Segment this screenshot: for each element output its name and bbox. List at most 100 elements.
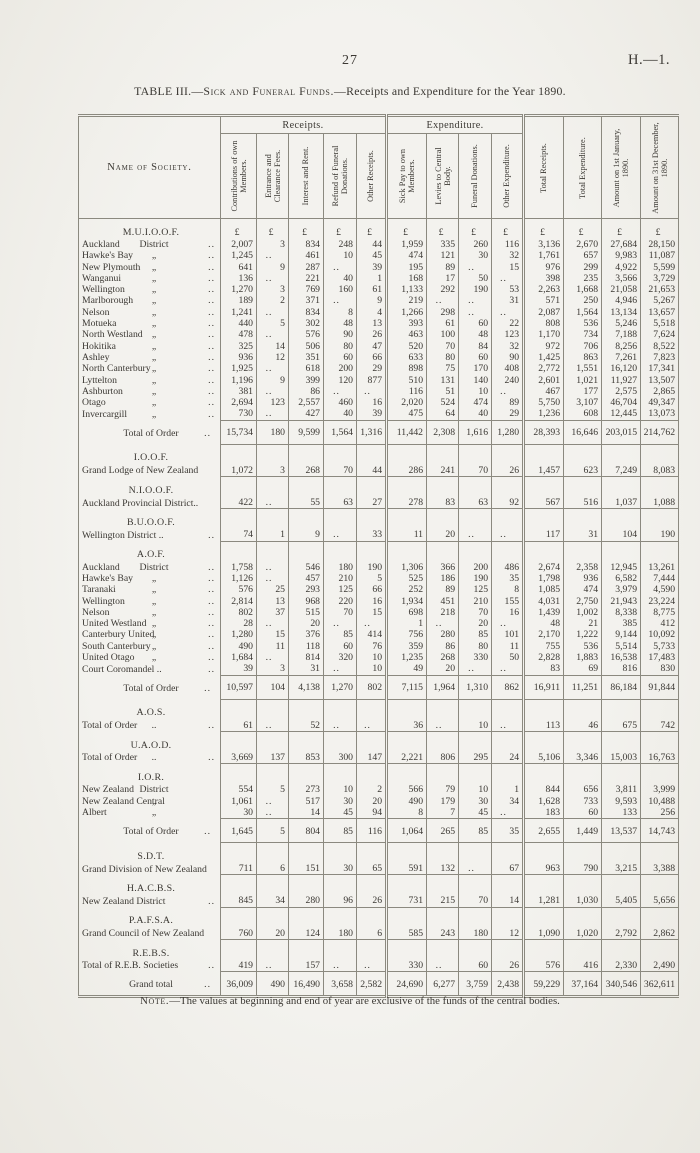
value-cell: 89 <box>491 397 524 409</box>
value-cell: 1,551 <box>563 363 602 375</box>
value-cell: 6 <box>355 927 387 940</box>
value-cell: 17 <box>426 272 459 285</box>
currency-cell <box>563 444 602 465</box>
value-cell: 60 <box>323 351 357 364</box>
society-name: Grand Division of New Zealand <box>82 863 207 875</box>
value-cell: 24 <box>491 751 524 765</box>
society-name: United Otago <box>82 652 135 664</box>
value-cell: 3,566 <box>601 272 641 285</box>
currency-cell <box>426 508 459 530</box>
value-cell: 84 <box>458 340 492 352</box>
currency-cell <box>426 541 459 562</box>
value-cell: 451 <box>426 595 459 607</box>
value-cell: 210 <box>458 595 492 607</box>
currency-cell <box>426 444 459 465</box>
society-district: „ <box>151 595 157 607</box>
leader-dots: .. <box>208 720 215 732</box>
value-cell: 5 <box>256 784 289 796</box>
currency-cell <box>458 939 492 960</box>
value-cell: 92 <box>491 497 524 510</box>
value-cell: 218 <box>426 606 459 619</box>
value-cell: 155 <box>491 595 524 607</box>
value-cell: 576 <box>220 584 257 596</box>
value-cell: 1,280 <box>491 419 524 445</box>
currency-cell <box>491 699 524 720</box>
amount-january-label: Amount on 1st January, 1890. <box>611 128 631 207</box>
currency-cell <box>640 939 679 960</box>
value-cell: 3 <box>256 284 289 296</box>
currency-cell: £ <box>385 218 427 239</box>
society-district: District <box>139 239 169 250</box>
society-name: Invercargill <box>82 408 128 420</box>
value-cell: 10 <box>323 784 357 796</box>
table-row: Grand Council of New Zealand 760 20 124 180 6… <box>79 927 679 940</box>
value-cell: 210 <box>323 572 357 585</box>
section-label: A.O.S. <box>136 707 166 719</box>
section-header-row: B.U.O.O.F. <box>79 508 679 530</box>
leader-dots: .. <box>208 239 215 250</box>
value-cell: 133 <box>601 806 641 819</box>
value-cell: 731 <box>385 895 427 908</box>
value-cell: 3,136 <box>522 239 564 251</box>
currency-cell <box>220 508 257 530</box>
value-cell: 440 <box>220 318 257 330</box>
society-cell: Hawke's Bay „.. <box>79 573 221 584</box>
currency-cell <box>220 842 257 864</box>
value-cell: 299 <box>563 261 602 273</box>
society-cell: United Westland „.. <box>79 618 221 629</box>
society-cell: United Otago „.. <box>79 652 221 663</box>
section-label: P.A.F.S.A. <box>128 915 174 927</box>
currency-cell <box>323 699 357 720</box>
value-cell: 12 <box>256 351 289 364</box>
currency-cell: £ <box>522 218 564 239</box>
currency-cell <box>601 508 641 530</box>
value-cell: 520 <box>385 340 427 352</box>
value-cell: 180 <box>256 419 289 445</box>
other-receipts-header: Other Receipts. <box>355 133 387 219</box>
value-cell: 7,261 <box>601 351 641 364</box>
table-row: Wellington District .... 74 1 9.. 33 11 20....… <box>79 529 679 542</box>
value-cell: 20 <box>426 663 459 676</box>
value-cell: .. <box>256 959 289 973</box>
society-district: „ <box>151 374 157 386</box>
value-cell: .. <box>458 295 492 307</box>
value-cell: .. <box>256 306 289 319</box>
value-cell: 31 <box>288 663 324 676</box>
value-cell: 45 <box>323 806 357 819</box>
value-cell: 1,457 <box>522 464 564 478</box>
leader-dots: .. <box>208 584 215 596</box>
value-cell: 5,656 <box>640 895 679 908</box>
value-cell: 13 <box>256 595 289 607</box>
value-cell: 190 <box>640 529 679 542</box>
section-header-row: S.D.T. <box>79 842 679 864</box>
table-row: Wanganui „.. 136.. 221 40 1 168 17 50.. 398 235 3,5… <box>79 272 679 285</box>
currency-cell <box>601 476 641 498</box>
value-cell: 834 <box>288 239 324 251</box>
value-cell: 1,310 <box>458 674 492 700</box>
society-name: North Westland <box>82 329 143 341</box>
value-cell: 1 <box>256 529 289 542</box>
society-cell: Grand Council of New Zealand <box>79 928 221 940</box>
value-cell: 85 <box>323 629 357 641</box>
currency-cell <box>491 541 524 562</box>
value-cell: 790 <box>563 863 602 876</box>
currency-cell <box>323 763 357 785</box>
society-cell: Auckland Provincial District.. <box>79 497 221 509</box>
value-cell: .. <box>323 618 357 630</box>
society-cell: Auckland District.. <box>79 562 221 573</box>
value-cell: 393 <box>385 318 427 330</box>
value-cell: 1,072 <box>220 464 257 478</box>
value-cell: 7,115 <box>385 674 427 700</box>
table-row: New Zealand District.. 845 34 280 96 26 731 215… <box>79 895 679 908</box>
leader-dots: .. <box>208 306 215 318</box>
value-cell: 214,762 <box>640 419 679 445</box>
funeral-donations-label: Funeral Donations. <box>470 144 480 208</box>
society-cell: Wellington „.. <box>79 284 221 295</box>
value-cell: 121 <box>426 250 459 262</box>
value-cell: 30 <box>458 795 492 807</box>
value-cell: 808 <box>522 318 564 330</box>
currency-cell <box>220 699 257 720</box>
value-cell: 61 <box>355 284 387 296</box>
currency-cell <box>256 939 289 960</box>
